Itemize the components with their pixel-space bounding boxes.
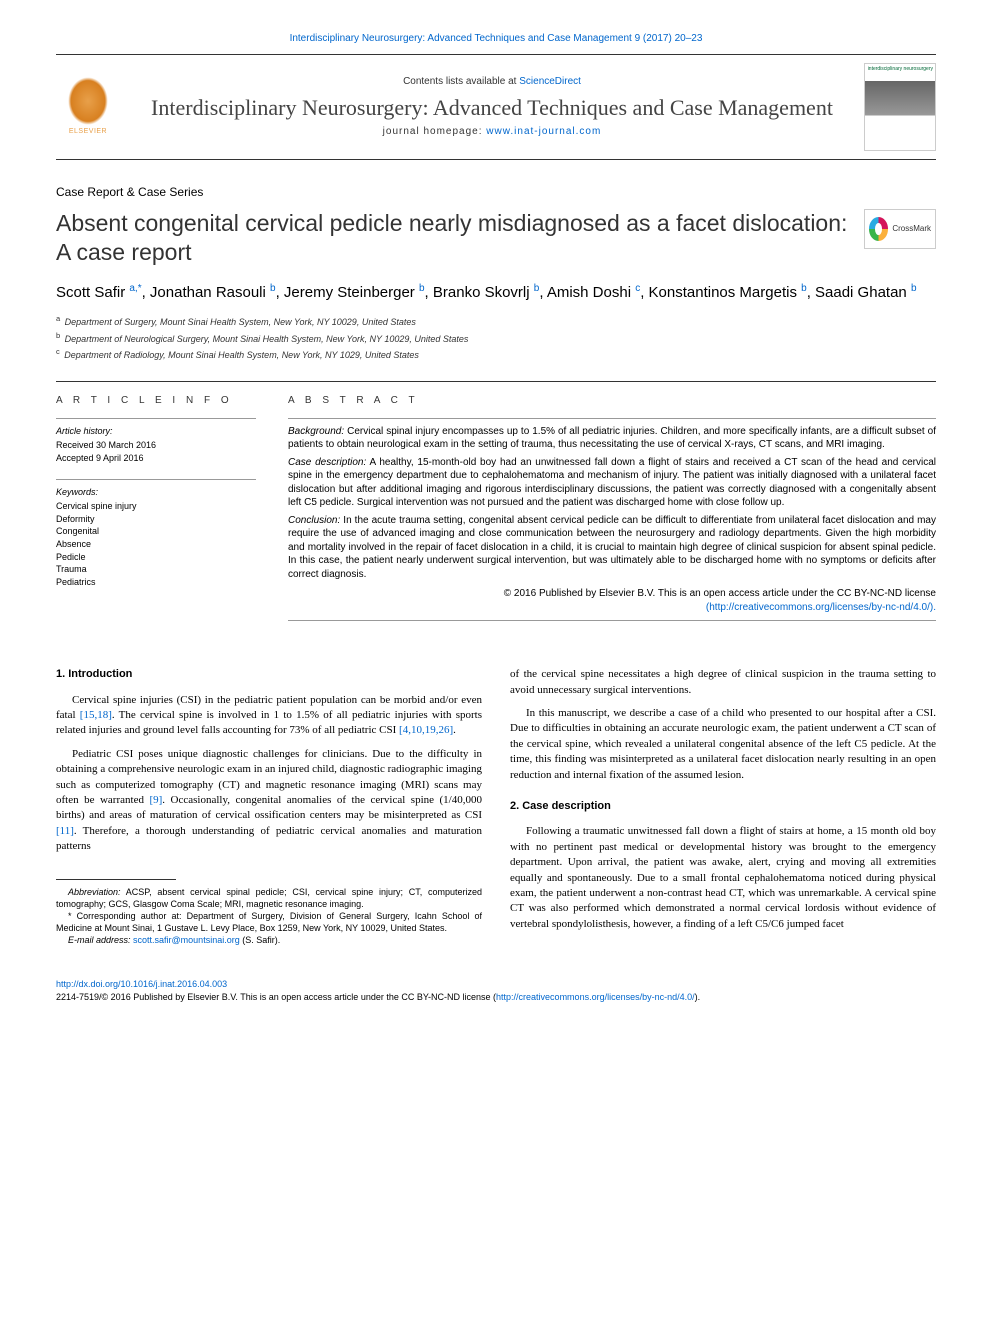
abstract-label: Case description: bbox=[288, 457, 366, 468]
abstract: A B S T R A C T Background: Cervical spi… bbox=[288, 394, 936, 628]
email-footnote: E-mail address: scott.safir@mountsinai.o… bbox=[56, 934, 482, 946]
title-row: Absent congenital cervical pedicle nearl… bbox=[56, 209, 936, 267]
keywords-label: Keywords: bbox=[56, 486, 256, 499]
text-run: . bbox=[453, 724, 456, 736]
contents-prefix: Contents lists available at bbox=[403, 76, 519, 87]
crossmark-label: CrossMark bbox=[892, 223, 931, 234]
elsevier-label: ELSEVIER bbox=[69, 127, 107, 137]
affiliation: c Department of Radiology, Mount Sinai H… bbox=[56, 346, 936, 363]
article-info-heading: A R T I C L E I N F O bbox=[56, 394, 256, 408]
keyword: Pediatrics bbox=[56, 576, 256, 589]
reference-link[interactable]: [9] bbox=[149, 794, 162, 806]
crossmark-icon bbox=[869, 217, 888, 241]
keyword: Pedicle bbox=[56, 551, 256, 564]
body-columns: 1. Introduction Cervical spine injuries … bbox=[56, 667, 936, 946]
received-date: Received 30 March 2016 bbox=[56, 439, 256, 452]
corr-text: Corresponding author at: Department of S… bbox=[56, 911, 482, 933]
body-paragraph: of the cervical spine necessitates a hig… bbox=[510, 667, 936, 698]
homepage-link[interactable]: www.inat-journal.com bbox=[486, 126, 601, 137]
journal-name: Interdisciplinary Neurosurgery: Advanced… bbox=[136, 95, 848, 121]
abstract-paragraph: Case description: A healthy, 15-month-ol… bbox=[288, 456, 936, 510]
email-link[interactable]: scott.safir@mountsinai.org bbox=[131, 935, 240, 945]
contents-line: Contents lists available at ScienceDirec… bbox=[136, 75, 848, 89]
elsevier-logo: ELSEVIER bbox=[56, 71, 120, 143]
info-divider bbox=[56, 479, 256, 480]
article-info: A R T I C L E I N F O Article history: R… bbox=[56, 394, 256, 628]
body-paragraph: Pediatric CSI poses unique diagnostic ch… bbox=[56, 747, 482, 855]
authors: Scott Safir a,*, Jonathan Rasouli b, Jer… bbox=[56, 282, 936, 303]
cc-license-link[interactable]: (http://creativecommons.org/licenses/by-… bbox=[706, 602, 936, 613]
corresponding-author-footnote: * Corresponding author at: Department of… bbox=[56, 910, 482, 934]
abstract-label: Background: bbox=[288, 426, 344, 437]
section-2-heading: 2. Case description bbox=[510, 799, 936, 814]
reference-link[interactable]: [4,10,19,26] bbox=[399, 724, 453, 736]
issn-text: 2214-7519/© 2016 Published by Elsevier B… bbox=[56, 992, 496, 1002]
affiliation: b Department of Neurological Surgery, Mo… bbox=[56, 330, 936, 347]
body-column-right: of the cervical spine necessitates a hig… bbox=[510, 667, 936, 946]
cc-link-footer[interactable]: http://creativecommons.org/licenses/by-n… bbox=[496, 992, 695, 1002]
keyword: Congenital bbox=[56, 525, 256, 538]
reference-link[interactable]: [11] bbox=[56, 825, 74, 837]
cover-title: interdisciplinary neurosurgery bbox=[867, 66, 933, 73]
elsevier-tree-icon bbox=[68, 77, 108, 125]
page-footer: http://dx.doi.org/10.1016/j.inat.2016.04… bbox=[56, 978, 936, 1003]
issn-suffix: ). bbox=[695, 992, 701, 1002]
info-divider bbox=[56, 418, 256, 419]
abstract-label: Conclusion: bbox=[288, 515, 340, 526]
history-label: Article history: bbox=[56, 425, 256, 438]
issn-line: 2214-7519/© 2016 Published by Elsevier B… bbox=[56, 991, 936, 1004]
affiliations: a Department of Surgery, Mount Sinai Hea… bbox=[56, 313, 936, 363]
homepage-prefix: journal homepage: bbox=[383, 126, 487, 137]
keywords-block: Keywords: Cervical spine injuryDeformity… bbox=[56, 486, 256, 589]
keyword: Deformity bbox=[56, 513, 256, 526]
keyword: Absence bbox=[56, 538, 256, 551]
sciencedirect-link[interactable]: ScienceDirect bbox=[519, 76, 581, 87]
abstract-text: In the acute trauma setting, congenital … bbox=[288, 515, 936, 580]
section-label: Case Report & Case Series bbox=[56, 184, 936, 201]
header-center: Contents lists available at ScienceDirec… bbox=[136, 75, 848, 139]
abstract-heading: A B S T R A C T bbox=[288, 394, 936, 408]
top-citation[interactable]: Interdisciplinary Neurosurgery: Advanced… bbox=[56, 32, 936, 46]
reference-link[interactable]: [15,18] bbox=[80, 709, 112, 721]
body-paragraph: In this manuscript, we describe a case o… bbox=[510, 706, 936, 783]
keyword: Trauma bbox=[56, 563, 256, 576]
body-column-left: 1. Introduction Cervical spine injuries … bbox=[56, 667, 482, 946]
body-paragraph: Cervical spine injuries (CSI) in the ped… bbox=[56, 693, 482, 739]
crossmark-badge[interactable]: CrossMark bbox=[864, 209, 936, 249]
body-paragraph: Following a traumatic unwitnessed fall d… bbox=[510, 824, 936, 932]
abbrev-text: ACSP, absent cervical spinal pedicle; CS… bbox=[56, 887, 482, 909]
accepted-date: Accepted 9 April 2016 bbox=[56, 452, 256, 465]
journal-header: ELSEVIER Contents lists available at Sci… bbox=[56, 54, 936, 160]
article-history: Article history: Received 30 March 2016 … bbox=[56, 425, 256, 465]
abstract-divider-bottom bbox=[288, 620, 936, 621]
abbreviation-footnote: Abbreviation: ACSP, absent cervical spin… bbox=[56, 886, 482, 910]
abstract-text: Cervical spinal injury encompasses up to… bbox=[288, 426, 936, 451]
abstract-divider bbox=[288, 418, 936, 419]
section-1-heading: 1. Introduction bbox=[56, 667, 482, 682]
copyright: © 2016 Published by Elsevier B.V. This i… bbox=[288, 587, 936, 614]
text-run: . Therefore, a thorough understanding of… bbox=[56, 825, 482, 852]
copyright-text: © 2016 Published by Elsevier B.V. This i… bbox=[504, 588, 936, 599]
keyword: Cervical spine injury bbox=[56, 500, 256, 513]
info-abstract-row: A R T I C L E I N F O Article history: R… bbox=[56, 394, 936, 628]
divider bbox=[56, 381, 936, 382]
doi-link[interactable]: http://dx.doi.org/10.1016/j.inat.2016.04… bbox=[56, 978, 936, 991]
email-label: E-mail address: bbox=[68, 935, 131, 945]
abstract-text: A healthy, 15-month-old boy had an unwit… bbox=[288, 457, 936, 509]
abbrev-label: Abbreviation: bbox=[68, 887, 121, 897]
journal-homepage: journal homepage: www.inat-journal.com bbox=[136, 125, 848, 139]
abstract-paragraph: Background: Cervical spinal injury encom… bbox=[288, 425, 936, 452]
footnote-rule bbox=[56, 879, 176, 880]
article-title: Absent congenital cervical pedicle nearl… bbox=[56, 209, 848, 267]
email-suffix: (S. Safir). bbox=[240, 935, 281, 945]
affiliation: a Department of Surgery, Mount Sinai Hea… bbox=[56, 313, 936, 330]
journal-cover-thumbnail: interdisciplinary neurosurgery bbox=[864, 63, 936, 151]
abstract-paragraph: Conclusion: In the acute trauma setting,… bbox=[288, 514, 936, 582]
